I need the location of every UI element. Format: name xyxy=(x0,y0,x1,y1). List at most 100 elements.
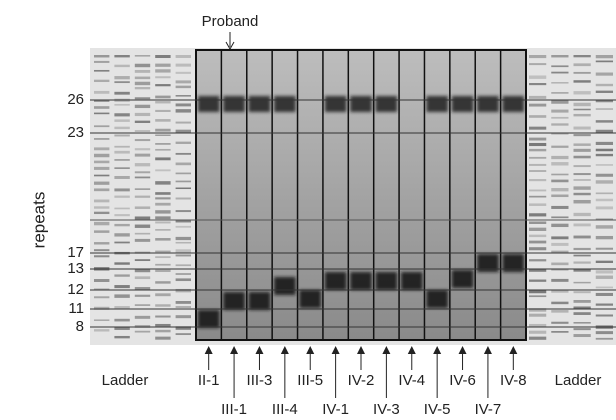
ladder-band xyxy=(551,223,569,228)
ladder-band xyxy=(155,210,171,214)
ladder-band xyxy=(114,188,130,192)
band xyxy=(375,272,398,290)
ladder-band xyxy=(529,247,547,251)
ladder-band xyxy=(94,199,110,203)
proband-label: Proband xyxy=(202,13,259,30)
ladder-band xyxy=(134,232,151,235)
ladder-band xyxy=(94,153,110,158)
lane-label: IV-6 xyxy=(449,372,476,389)
ladder-band xyxy=(155,169,171,172)
ladder-band xyxy=(573,269,591,272)
ladder-band xyxy=(155,281,171,284)
ladder-band xyxy=(573,143,591,146)
ladder-band xyxy=(175,129,191,133)
ladder-band xyxy=(551,65,569,68)
ladder-band xyxy=(595,225,613,229)
ladder-band xyxy=(595,120,613,123)
gel-box xyxy=(195,49,527,341)
ladder-band xyxy=(551,250,569,254)
size-label: 8 xyxy=(76,318,84,335)
ladder-band xyxy=(155,315,171,318)
proband-arrowhead xyxy=(225,41,235,51)
ladder-band xyxy=(529,268,547,272)
ladder-label: Ladder xyxy=(555,372,602,389)
lane-arrowhead xyxy=(255,346,264,354)
lane-label: II-1 xyxy=(198,372,220,389)
lane-label: IV-7 xyxy=(475,401,502,418)
ladder-band xyxy=(573,254,591,257)
ladder-band xyxy=(94,288,110,290)
size-label: 23 xyxy=(67,124,84,141)
axis-label: repeats xyxy=(29,192,48,249)
ladder-band xyxy=(595,260,613,264)
ladder-band xyxy=(94,181,110,185)
ladder-band xyxy=(573,300,591,303)
ladder-band xyxy=(551,310,569,313)
ladder-band xyxy=(114,285,130,289)
ladder-band xyxy=(573,199,591,204)
ladder-band xyxy=(551,301,569,305)
ladder-band xyxy=(114,274,130,277)
ladder-band xyxy=(175,288,191,293)
ladder-band xyxy=(529,240,547,244)
ladder-band xyxy=(529,308,547,312)
ladder-band xyxy=(529,95,547,99)
ladder-band xyxy=(134,139,151,142)
ladder-band xyxy=(155,221,171,224)
ladder-band xyxy=(155,323,171,327)
ladder-band xyxy=(94,188,110,192)
ladder-band xyxy=(551,194,569,198)
ladder-band xyxy=(573,91,591,95)
ladder-band xyxy=(134,259,151,262)
band xyxy=(350,272,372,290)
ladder-band xyxy=(551,216,569,219)
ladder-band xyxy=(155,101,171,104)
ladder-band xyxy=(595,292,613,296)
ladder-band xyxy=(134,120,151,123)
size-label: 13 xyxy=(67,260,84,277)
ladder-band xyxy=(155,63,171,67)
lane-arrowhead xyxy=(407,346,416,354)
ladder-band xyxy=(573,186,591,190)
ladder-band xyxy=(551,71,569,74)
ladder-band xyxy=(94,249,110,252)
ladder-band xyxy=(114,306,130,309)
ladder-band xyxy=(175,162,191,166)
lane-label: IV-3 xyxy=(373,401,400,418)
ladder-band xyxy=(94,125,110,128)
band xyxy=(477,96,499,112)
ladder-band xyxy=(529,330,547,334)
ladder-band xyxy=(134,63,151,68)
ladder-band xyxy=(175,326,191,330)
ladder-band xyxy=(114,55,130,58)
ladder-band xyxy=(94,329,110,332)
ladder-band xyxy=(573,148,591,152)
ladder-band xyxy=(529,234,547,238)
ladder-band xyxy=(573,71,591,74)
ladder-band xyxy=(529,290,547,294)
ladder-band xyxy=(134,224,151,228)
ladder-band xyxy=(175,333,191,336)
grid-lines xyxy=(90,49,616,341)
ladder-band xyxy=(551,268,569,271)
ladder-band xyxy=(573,281,591,284)
gel-region xyxy=(196,50,526,340)
band xyxy=(350,96,372,112)
band xyxy=(274,96,296,112)
ladder-band xyxy=(529,103,547,107)
ladder-band xyxy=(551,116,569,119)
ladder-band xyxy=(134,104,151,109)
ladder-band xyxy=(551,321,569,324)
ladder-band xyxy=(551,262,569,266)
ladder-band xyxy=(134,269,151,273)
ladder-band xyxy=(114,241,130,244)
ladder-band xyxy=(114,91,130,95)
ladder-band xyxy=(529,259,547,262)
ladder-band xyxy=(595,337,613,340)
ladder-band xyxy=(134,130,151,132)
ladder-band xyxy=(175,180,191,183)
ladder-band xyxy=(573,80,591,83)
ladder-band xyxy=(573,165,591,168)
ladder-band xyxy=(175,187,191,190)
ladder-band xyxy=(94,296,110,299)
